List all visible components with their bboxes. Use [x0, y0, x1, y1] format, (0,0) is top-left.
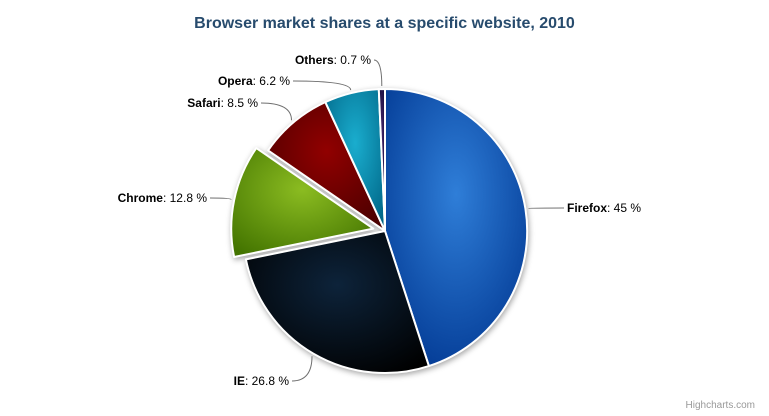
label-name: Safari: [187, 96, 221, 110]
pie-slice-chrome[interactable]: [230, 147, 375, 258]
label-value: : 8.5 %: [220, 96, 258, 110]
label-connector: [291, 356, 313, 382]
label-value: : 6.2 %: [252, 74, 290, 88]
data-label-firefox: Firefox: 45 %: [567, 200, 641, 216]
label-value: : 45 %: [607, 201, 642, 215]
label-name: Firefox: [567, 201, 608, 215]
label-name: Chrome: [117, 191, 163, 205]
label-value: : 12.8 %: [162, 191, 207, 205]
label-connector: [209, 197, 232, 201]
label-connector: [373, 59, 383, 87]
pie-slice-ie[interactable]: [244, 230, 430, 375]
label-connector: [260, 102, 292, 121]
data-label-opera: Opera: 6.2 %: [218, 73, 290, 89]
credits-link[interactable]: Highcharts.com: [685, 400, 755, 411]
pie-series: [230, 87, 529, 375]
pie-slice-firefox[interactable]: [384, 88, 529, 368]
label-value: : 26.8 %: [244, 374, 289, 388]
data-label-chrome: Chrome: 12.8 %: [118, 190, 207, 206]
label-value: : 0.7 %: [333, 53, 371, 67]
label-name: Opera: [217, 74, 253, 88]
data-label-safari: Safari: 8.5 %: [187, 95, 258, 111]
data-label-others: Others: 0.7 %: [295, 52, 371, 68]
pie-slice-others[interactable]: [377, 87, 386, 232]
label-name: Others: [294, 53, 334, 67]
data-label-ie: IE: 26.8 %: [234, 373, 289, 389]
label-connector: [292, 80, 352, 91]
chart-title: Browser market shares at a specific webs…: [194, 15, 575, 32]
label-name: IE: [233, 374, 245, 388]
label-connectors: [209, 59, 565, 382]
